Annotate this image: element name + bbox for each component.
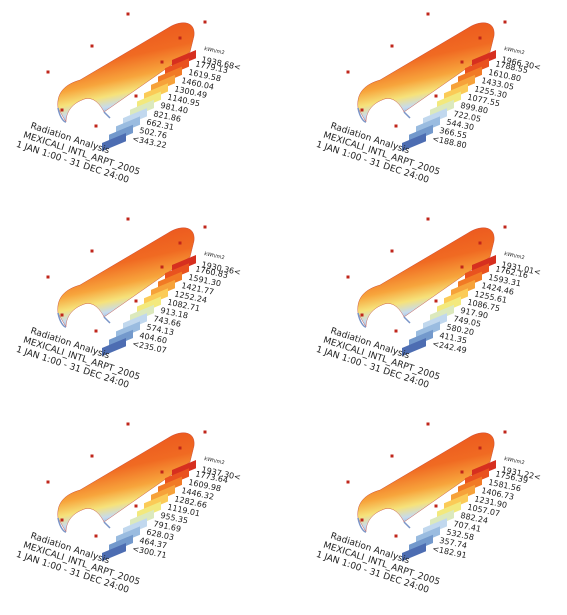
- panel: kWh/m21930.36<1760.831591.301421.771252.…: [15, 218, 242, 394]
- sensor-point: [61, 519, 64, 522]
- legend-unit: kWh/m2: [504, 46, 526, 56]
- sensor-point: [461, 266, 464, 269]
- sensor-point: [127, 13, 130, 16]
- sensor-point: [161, 471, 164, 474]
- sensor-point: [435, 300, 438, 303]
- sensor-point: [479, 447, 482, 450]
- sensor-point: [179, 447, 182, 450]
- sensor-point: [135, 505, 138, 508]
- sensor-point: [435, 95, 438, 98]
- sensor-point: [47, 71, 50, 74]
- sensor-point: [127, 218, 130, 221]
- panel: kWh/m21931.22<1756.391581.561406.731231.…: [315, 423, 542, 599]
- sensor-point: [435, 505, 438, 508]
- sensor-point: [91, 455, 94, 458]
- sensor-point: [504, 226, 507, 229]
- sensor-point: [479, 242, 482, 245]
- sensor-point: [127, 423, 130, 426]
- sensor-point: [95, 125, 98, 128]
- sensor-point: [61, 314, 64, 317]
- sensor-point: [361, 519, 364, 522]
- sensor-point: [395, 535, 398, 538]
- sensor-point: [391, 455, 394, 458]
- panel: kWh/m21938.68<1779.131619.581460.041300.…: [15, 13, 242, 189]
- page: kWh/m21938.68<1779.131619.581460.041300.…: [0, 0, 567, 615]
- sensor-point: [461, 61, 464, 64]
- legend-unit: kWh/m2: [504, 456, 526, 466]
- sensor-point: [427, 13, 430, 16]
- sensor-point: [91, 250, 94, 253]
- sensor-point: [91, 45, 94, 48]
- sensor-point: [204, 226, 207, 229]
- legend-unit: kWh/m2: [204, 456, 226, 466]
- sensor-point: [347, 71, 350, 74]
- sensor-point: [391, 250, 394, 253]
- sensor-point: [361, 109, 364, 112]
- sensor-point: [61, 109, 64, 112]
- sensor-point: [47, 481, 50, 484]
- sensor-point: [179, 37, 182, 40]
- sensor-point: [461, 471, 464, 474]
- legend-unit: kWh/m2: [204, 46, 226, 56]
- legend-unit: kWh/m2: [204, 251, 226, 261]
- sensor-point: [479, 37, 482, 40]
- sensor-point: [95, 330, 98, 333]
- sensor-point: [504, 431, 507, 434]
- sensor-point: [391, 45, 394, 48]
- sensor-point: [179, 242, 182, 245]
- panel: kWh/m21937.30<1773.641609.981446.321282.…: [15, 423, 242, 599]
- sensor-point: [427, 218, 430, 221]
- sensor-point: [204, 21, 207, 24]
- sensor-point: [395, 125, 398, 128]
- sensor-point: [204, 431, 207, 434]
- sensor-point: [95, 535, 98, 538]
- sensor-point: [161, 61, 164, 64]
- sensor-point: [361, 314, 364, 317]
- sensor-point: [395, 330, 398, 333]
- sensor-point: [47, 276, 50, 279]
- panel: kWh/m21966.30<1788.551610.801433.051255.…: [315, 13, 542, 189]
- sensor-point: [135, 95, 138, 98]
- legend-unit: kWh/m2: [504, 251, 526, 261]
- sensor-point: [427, 423, 430, 426]
- sensor-point: [347, 481, 350, 484]
- panel: kWh/m21931.01<1762.161593.311424.461255.…: [315, 218, 542, 394]
- sensor-point: [347, 276, 350, 279]
- sensor-point: [161, 266, 164, 269]
- sensor-point: [135, 300, 138, 303]
- sensor-point: [504, 21, 507, 24]
